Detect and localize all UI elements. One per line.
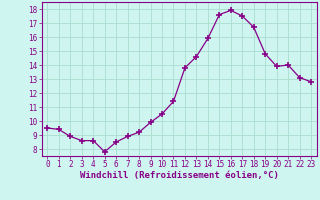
X-axis label: Windchill (Refroidissement éolien,°C): Windchill (Refroidissement éolien,°C): [80, 171, 279, 180]
